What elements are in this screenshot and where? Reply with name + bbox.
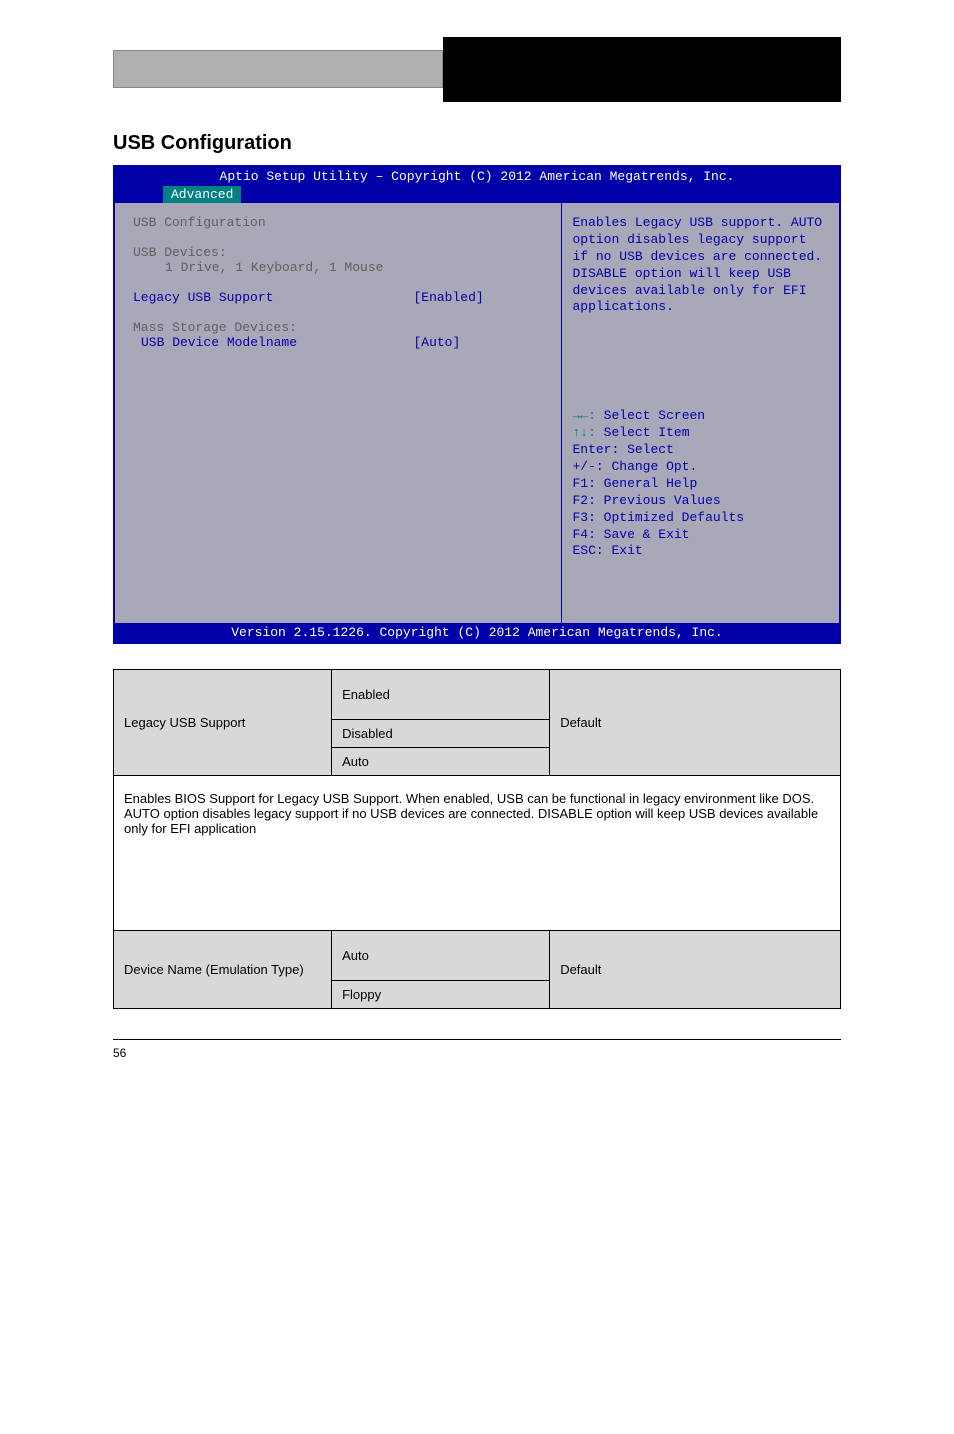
bios-left-panel: USB Configuration USB Devices: 1 Drive, … [115,203,562,623]
header-left-box [113,50,443,88]
bios-devices-label: USB Devices: [133,245,543,260]
table-r3c2b: Floppy [332,981,550,1009]
bios-key-esc: ESC: Exit [572,543,829,560]
table-r1c2b: Disabled [332,720,550,748]
bios-key-plusminus: +/-: Change Opt. [572,459,829,476]
table-r3c3: Default [550,931,841,1009]
bios-legacy-value: [Enabled] [413,290,543,305]
bios-key-lr: Select Screen [596,408,705,423]
bios-key-lr-sym: →←: [572,408,595,423]
bios-devices-value: 1 Drive, 1 Keyboard, 1 Mouse [133,260,543,275]
table-r3c1: Device Name (Emulation Type) [114,931,332,1009]
bios-screenshot: Aptio Setup Utility – Copyright (C) 2012… [113,165,841,644]
options-table: Legacy USB Support Enabled Default Disab… [113,669,841,1009]
page-number: 56 [113,1039,841,1060]
bios-key-ud: Select Item [596,425,690,440]
bios-key-f2: F2: Previous Values [572,493,829,510]
bios-key-enter: Enter: Select [572,442,829,459]
table-r1c3: Default [550,670,841,776]
bios-footer: Version 2.15.1226. Copyright (C) 2012 Am… [115,623,839,642]
bios-model-label: USB Device Modelname [133,335,413,350]
table-desc: Enables BIOS Support for Legacy USB Supp… [114,776,841,931]
bios-mass-label: Mass Storage Devices: [133,320,543,335]
table-r1c1: Legacy USB Support [114,670,332,776]
header-right-box [443,37,841,102]
section-heading: USB Configuration [113,132,841,155]
bios-tab-advanced: Advanced [163,186,241,203]
bios-legacy-label: Legacy USB Support [133,290,413,305]
bios-right-panel: Enables Legacy USB support. AUTO option … [562,203,839,623]
bios-key-f1: F1: General Help [572,476,829,493]
bios-keys: →←: Select Screen ↑↓: Select Item Enter:… [572,408,829,611]
bios-key-f4: F4: Save & Exit [572,527,829,544]
table-r3c2a: Auto [332,931,550,981]
bios-title: Aptio Setup Utility – Copyright (C) 2012… [115,167,839,186]
bios-key-f3: F3: Optimized Defaults [572,510,829,527]
bios-config-heading: USB Configuration [133,215,543,230]
bios-tabs: Advanced [115,186,839,203]
bios-model-value: [Auto] [413,335,543,350]
bios-key-ud-sym: ↑↓: [572,425,595,440]
table-r1c2a: Enabled [332,670,550,720]
table-r1c2c: Auto [332,748,550,776]
bios-help-text: Enables Legacy USB support. AUTO option … [572,215,829,316]
